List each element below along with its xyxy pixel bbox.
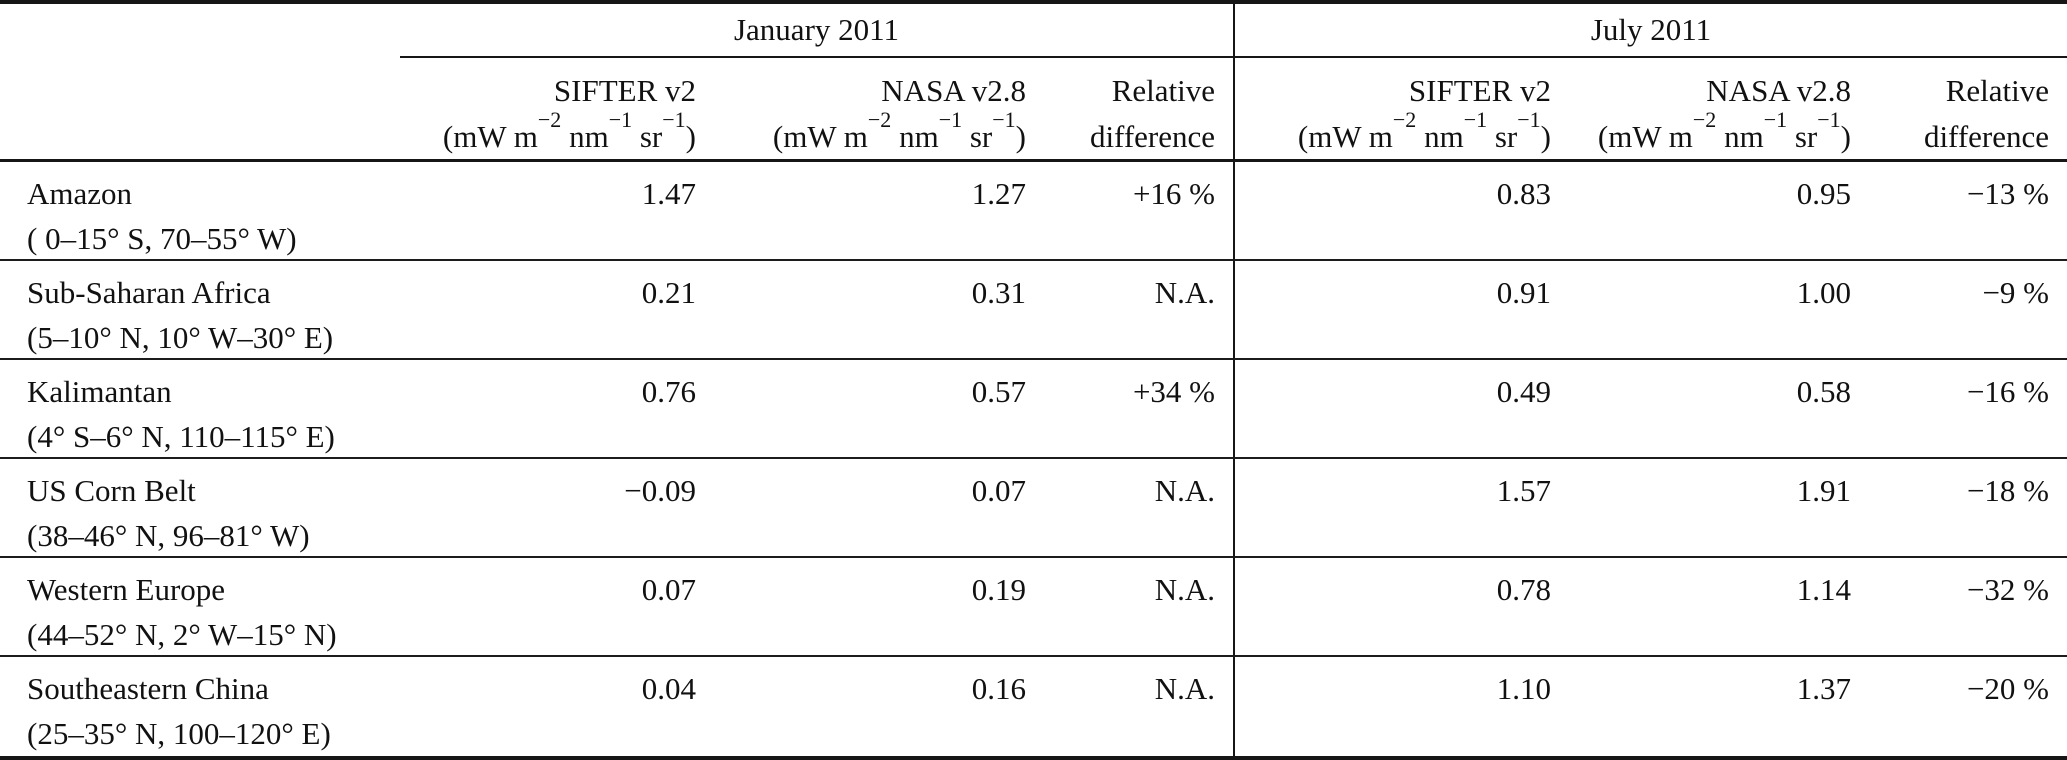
region-name: Western Europe xyxy=(27,572,226,607)
value-jan-nasa: 1.27 xyxy=(705,162,1035,261)
value-jan-sifter: 1.47 xyxy=(400,162,705,261)
unit-label: (mW m−2 nm−1 sr−1) xyxy=(1597,107,1851,154)
value-jan-nasa: 0.19 xyxy=(705,558,1035,657)
value-jul-relative: −18 % xyxy=(1860,459,2067,558)
value-jan-sifter: 0.04 xyxy=(641,671,696,706)
value-jan-relative: +34 % xyxy=(1035,360,1233,459)
region-name: Amazon xyxy=(27,176,133,211)
value-jan-relative: N.A. xyxy=(1035,261,1233,360)
col-title: NASA v2.8 xyxy=(881,73,1026,108)
col-header-jan-sifter: SIFTER v2 (mW m−2 nm−1 sr−1) xyxy=(400,58,705,162)
col-title: difference xyxy=(1089,119,1215,154)
value-jul-relative: −16 % xyxy=(1860,360,2067,459)
group-header-january: January 2011 xyxy=(400,4,1233,58)
region-coords: (4° S–6° N, 110–115° E) xyxy=(27,419,335,454)
region-name: US Corn Belt xyxy=(27,473,196,508)
value-jul-relative: −32 % xyxy=(1860,558,2067,657)
unit-label: (mW m−2 nm−1 sr−1) xyxy=(772,107,1026,154)
col-header-jan-nasa: NASA v2.8 (mW m−2 nm−1 sr−1) xyxy=(705,58,1035,162)
col-title: Relative xyxy=(1111,73,1215,108)
corner-blank-cell xyxy=(0,4,400,58)
value-jul-relative: −13 % xyxy=(1860,162,2067,261)
value-jan-sifter: 0.21 xyxy=(400,261,705,360)
col-header-jan-relative: Relative difference xyxy=(1035,58,1233,162)
table-row-region: Amazon ( 0–15° S, 70–55° W) xyxy=(0,162,400,261)
unit-label: (mW m−2 nm−1 sr−1) xyxy=(442,107,696,154)
region-name: Kalimantan xyxy=(27,374,172,409)
col-title: difference xyxy=(1923,119,2049,154)
value-jan-sifter: −0.09 xyxy=(400,459,705,558)
col-title: NASA v2.8 xyxy=(1706,73,1851,108)
unit-label: (mW m−2 nm−1 sr−1) xyxy=(1297,107,1551,154)
value-jan-relative: N.A. xyxy=(1035,459,1233,558)
region-name: Southeastern China xyxy=(27,671,269,706)
value-jul-sifter: 0.49 xyxy=(1233,360,1560,459)
col-title: SIFTER v2 xyxy=(1408,73,1551,108)
value-jan-relative: N.A. xyxy=(1035,558,1233,657)
table-row-region: US Corn Belt (38–46° N, 96–81° W) xyxy=(0,459,400,558)
value-jan-relative: +16 % xyxy=(1035,162,1233,261)
value-jul-relative: −9 % xyxy=(1860,261,2067,360)
value-jul-sifter: 0.78 xyxy=(1233,558,1560,657)
col-header-jul-nasa: NASA v2.8 (mW m−2 nm−1 sr−1) xyxy=(1560,58,1860,162)
table-row-region: Western Europe (44–52° N, 2° W–15° N) xyxy=(0,558,400,657)
value-jan-nasa: 0.16 xyxy=(971,671,1026,706)
value-jul-relative: −20 % xyxy=(1966,671,2049,706)
value-jan-nasa: 0.31 xyxy=(705,261,1035,360)
region-header-blank-cell xyxy=(0,58,400,162)
region-coords: (44–52° N, 2° W–15° N) xyxy=(27,617,337,652)
table-row-region: Sub-Saharan Africa (5–10° N, 10° W–30° E… xyxy=(0,261,400,360)
value-jul-sifter: 1.10 xyxy=(1233,657,1560,756)
region-coords: (25–35° N, 100–120° E) xyxy=(27,716,331,751)
region-coords: (38–46° N, 96–81° W) xyxy=(27,518,310,553)
group-header-july: July 2011 xyxy=(1233,4,2067,58)
col-header-jul-relative: Relative difference xyxy=(1860,58,2067,162)
table-row-region: Kalimantan (4° S–6° N, 110–115° E) xyxy=(0,360,400,459)
value-jul-nasa: 0.58 xyxy=(1560,360,1860,459)
value-jan-nasa: 0.57 xyxy=(705,360,1035,459)
region-coords: (5–10° N, 10° W–30° E) xyxy=(27,320,334,355)
value-jan-sifter: 0.07 xyxy=(400,558,705,657)
region-name: Sub-Saharan Africa xyxy=(27,275,271,310)
region-coords: ( 0–15° S, 70–55° W) xyxy=(27,221,297,256)
value-jul-nasa: 1.14 xyxy=(1560,558,1860,657)
value-jul-sifter: 0.83 xyxy=(1233,162,1560,261)
value-jul-nasa: 0.95 xyxy=(1560,162,1860,261)
col-header-jul-sifter: SIFTER v2 (mW m−2 nm−1 sr−1) xyxy=(1233,58,1560,162)
value-jan-relative: N.A. xyxy=(1154,671,1215,706)
value-jul-nasa: 1.91 xyxy=(1560,459,1860,558)
col-title: SIFTER v2 xyxy=(553,73,696,108)
value-jan-sifter: 0.76 xyxy=(400,360,705,459)
col-title: Relative xyxy=(1945,73,2049,108)
value-jul-sifter: 1.57 xyxy=(1233,459,1560,558)
value-jul-nasa: 1.00 xyxy=(1560,261,1860,360)
value-jul-nasa: 1.37 xyxy=(1796,671,1851,706)
value-jul-sifter: 0.91 xyxy=(1233,261,1560,360)
table-row-region: Southeastern China (25–35° N, 100–120° E… xyxy=(0,657,400,756)
value-jan-nasa: 0.07 xyxy=(705,459,1035,558)
